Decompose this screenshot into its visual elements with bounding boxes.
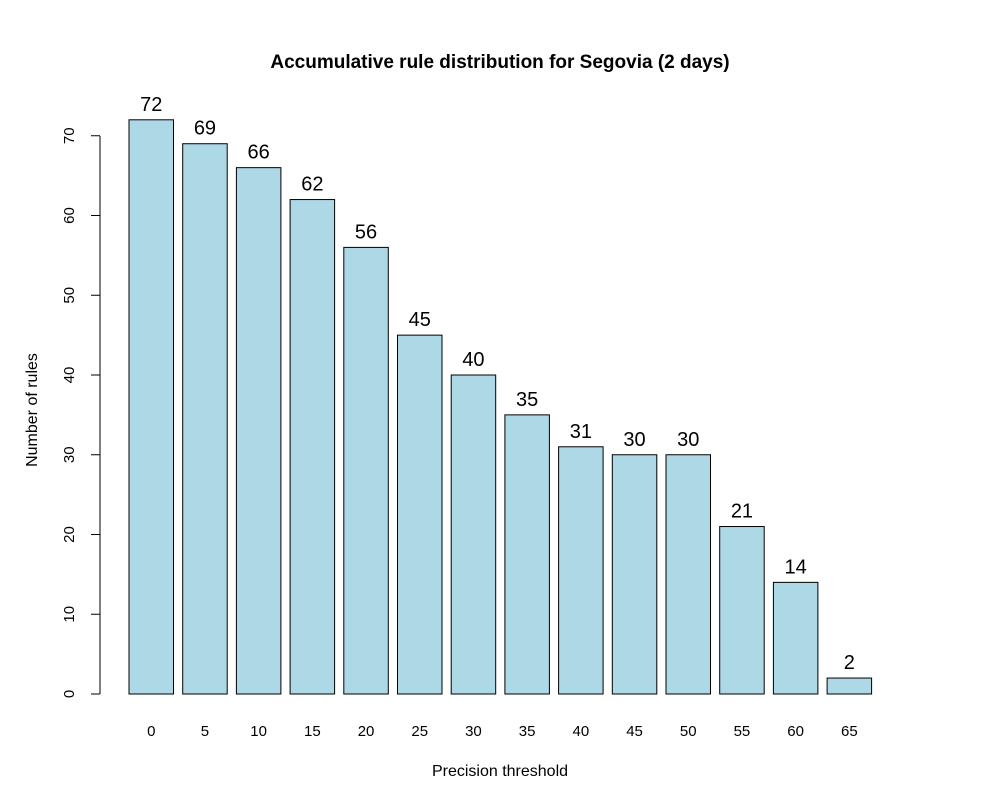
bar: [343, 246, 389, 695]
x-tick-label: 40: [573, 723, 590, 740]
bar-value-label: 45: [409, 309, 431, 331]
bar-value-label: 14: [785, 556, 807, 578]
y-ticks: 0 10 20 30 40 50 60 70: [61, 127, 100, 698]
bar-value-label: 2: [844, 652, 855, 674]
bars: [128, 119, 873, 695]
x-tick-label: 30: [465, 723, 482, 740]
x-tick-label: 5: [201, 723, 209, 740]
x-tick-label: 10: [250, 723, 267, 740]
bar: [289, 199, 336, 695]
x-tick-label: 25: [411, 723, 428, 740]
bar: [719, 526, 765, 695]
bar-value-label: 69: [194, 118, 216, 140]
bar-value-label: 30: [677, 429, 699, 451]
x-tick-label: 55: [734, 723, 751, 740]
y-tick-label: 50: [61, 287, 78, 304]
x-tick-label: 20: [358, 723, 375, 740]
bar: [772, 581, 819, 695]
bar: [611, 454, 658, 695]
bar: [558, 446, 604, 695]
bar-value-label: 21: [731, 501, 753, 523]
bar: [182, 143, 228, 695]
bar: [235, 167, 282, 695]
bar-value-label: 62: [301, 174, 323, 196]
x-tick-label: 45: [626, 723, 643, 740]
x-tick-label: 65: [841, 723, 858, 740]
x-tick-label: 60: [787, 723, 804, 740]
bar: [826, 677, 873, 695]
bar: [504, 414, 550, 695]
bar-value-label: 56: [355, 221, 377, 243]
x-axis-label: Precision threshold: [432, 763, 568, 780]
bar: [665, 454, 711, 695]
chart-title: Accumulative rule distribution for Segov…: [270, 52, 729, 73]
x-tick-label: 50: [680, 723, 697, 740]
bar: [397, 334, 443, 695]
data-labels: 72 69 66 62 56 45 40 35 31 30 30 21 14 2: [140, 94, 855, 674]
y-tick-label: 70: [61, 127, 78, 144]
bar-value-label: 72: [140, 94, 162, 116]
bar-value-label: 66: [248, 142, 270, 164]
y-axis: 0 10 20 30 40 50 60 70: [61, 127, 101, 698]
y-tick-label: 60: [61, 207, 78, 224]
y-tick-label: 10: [61, 606, 78, 623]
x-tick-label: 15: [304, 723, 321, 740]
bar-value-label: 40: [462, 349, 484, 371]
y-tick-label: 0: [61, 690, 78, 698]
bar: [128, 119, 174, 695]
x-tick-label: 0: [147, 723, 155, 740]
bar-value-label: 31: [570, 421, 592, 443]
bar-value-label: 35: [516, 389, 538, 411]
y-tick-label: 20: [61, 526, 78, 543]
x-tick-labels: 0 5 10 15 20 25 30 35 40 45 50 55 60 65: [147, 723, 858, 740]
x-tick-label: 35: [519, 723, 536, 740]
y-tick-label: 30: [61, 446, 78, 463]
y-tick-label: 40: [61, 367, 78, 384]
bar: [450, 374, 497, 695]
y-axis-label: Number of rules: [24, 353, 41, 467]
bar-value-label: 30: [623, 429, 645, 451]
